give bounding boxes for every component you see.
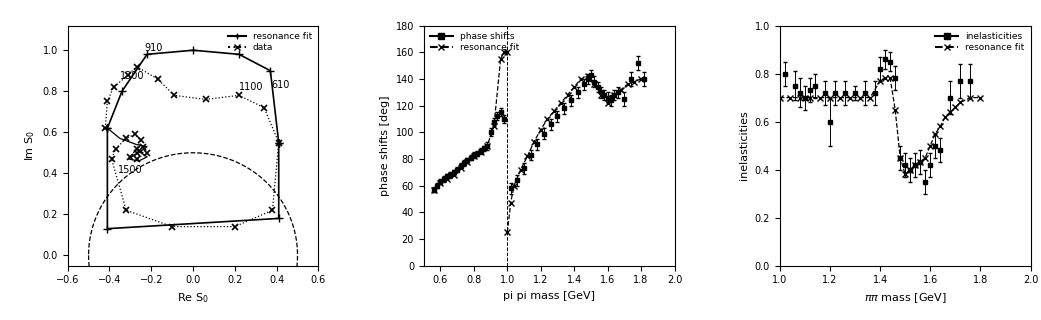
Legend: inelasticities, resonance fit: inelasticities, resonance fit <box>934 30 1026 53</box>
Y-axis label: phase shifts [deg]: phase shifts [deg] <box>380 95 390 196</box>
Text: 910: 910 <box>144 43 162 53</box>
Y-axis label: inelasticities: inelasticities <box>739 111 750 180</box>
Text: 1500: 1500 <box>118 165 143 175</box>
X-axis label: pi pi mass [GeV]: pi pi mass [GeV] <box>503 291 595 301</box>
Y-axis label: Im S$_0$: Im S$_0$ <box>23 130 37 161</box>
Text: 1300: 1300 <box>120 71 145 81</box>
Legend: phase shifts, resonance fit: phase shifts, resonance fit <box>428 30 520 53</box>
X-axis label: $\pi\pi$ mass [GeV]: $\pi\pi$ mass [GeV] <box>864 291 946 305</box>
Text: 1100: 1100 <box>239 82 263 92</box>
Legend: resonance fit, data: resonance fit, data <box>226 30 314 53</box>
Text: 610: 610 <box>272 80 290 90</box>
X-axis label: Re S$_0$: Re S$_0$ <box>177 291 209 305</box>
